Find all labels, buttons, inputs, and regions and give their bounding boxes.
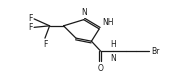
Text: H: H (110, 40, 116, 49)
Text: NH: NH (102, 18, 114, 27)
Text: N: N (81, 8, 86, 17)
Text: F: F (28, 23, 33, 32)
Text: F: F (43, 40, 47, 49)
Text: N: N (110, 54, 116, 63)
Text: Br: Br (151, 47, 160, 56)
Text: F: F (28, 14, 33, 23)
Text: O: O (98, 64, 104, 73)
